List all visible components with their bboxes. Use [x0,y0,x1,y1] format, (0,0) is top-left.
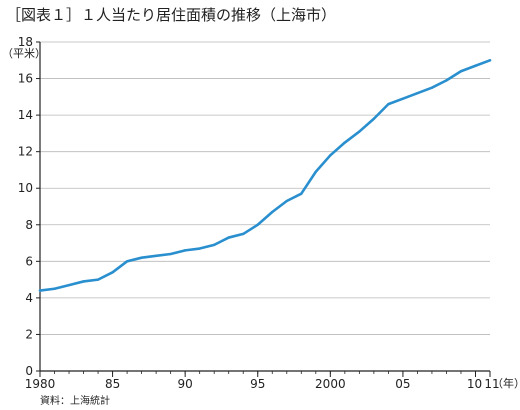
x-axis-ticks: 1980 85 90 95 2000 05 10 11 [25,371,500,391]
data-point-1991 [198,247,201,250]
data-point-1995 [256,223,259,226]
data-point-2003 [372,117,376,120]
data-point-1989 [169,252,172,256]
y-tick-label-0: 0 [25,364,33,378]
data-point-1994 [242,232,245,236]
y-tick-label-8: 8 [25,218,33,232]
data-point-2009 [459,70,463,73]
x-tick-label-2000: 2000 [315,377,346,391]
data-point-2004 [387,102,390,106]
data-point-1988 [154,254,158,258]
data-point-1999 [314,170,318,173]
data-point-2001 [343,141,347,144]
data-point-2000 [329,154,332,157]
data-point-1998 [300,192,303,195]
x-tick-label-2005: 05 [395,377,410,391]
y-tick-label-6: 6 [25,254,33,268]
data-point-1990 [183,249,187,252]
y-tick-label-12: 12 [18,145,33,159]
x-tick-label-1995: 95 [250,377,265,391]
y-axis-ticks: 0 2 4 6 8 10 12 14 16 18 [18,35,40,378]
data-point-2010 [474,64,477,67]
data-point-1985 [111,271,114,274]
data-point-2008 [445,79,448,82]
data-point-1997 [285,199,288,203]
data-point-2007 [430,86,434,89]
data-point-1996 [271,210,274,214]
source-note: 資料：上海統計 [40,394,110,407]
data-point-1980 [38,289,42,292]
x-axis-unit-label: （年） [492,376,520,390]
series-line-0 [38,58,492,292]
data-point-1983 [82,280,85,283]
x-tick-label-1985: 85 [105,377,120,391]
y-axis-unit-label: （平米） [2,47,46,60]
x-tick-label-1980: 1980 [25,377,56,391]
grid-lines [40,41,490,335]
data-point-1993 [227,236,230,239]
data-point-1987 [140,256,143,259]
data-point-1986 [125,260,129,263]
data-point-2006 [416,91,419,95]
series-layer [38,58,492,292]
data-point-2002 [358,130,361,133]
data-point-1984 [96,278,100,281]
y-tick-label-4: 4 [25,291,33,305]
x-tick-label-2010: 10 [467,377,482,391]
y-tick-label-10: 10 [18,181,33,195]
data-point-2005 [401,97,405,100]
y-tick-label-16: 16 [18,72,33,86]
data-point-1981 [53,287,56,290]
data-point-1982 [67,283,71,287]
y-tick-label-14: 14 [18,108,33,122]
x-tick-label-1990: 90 [178,377,193,391]
y-tick-label-2: 2 [25,327,33,341]
y-tick-label-18: 18 [18,35,33,49]
axes [39,42,490,372]
data-point-2011 [488,59,492,62]
data-point-1992 [212,243,216,247]
x-tick-label-2011: 11 [484,377,499,391]
chart-title: ［図表１］１人当たり居住面積の推移（上海市） [6,6,336,24]
